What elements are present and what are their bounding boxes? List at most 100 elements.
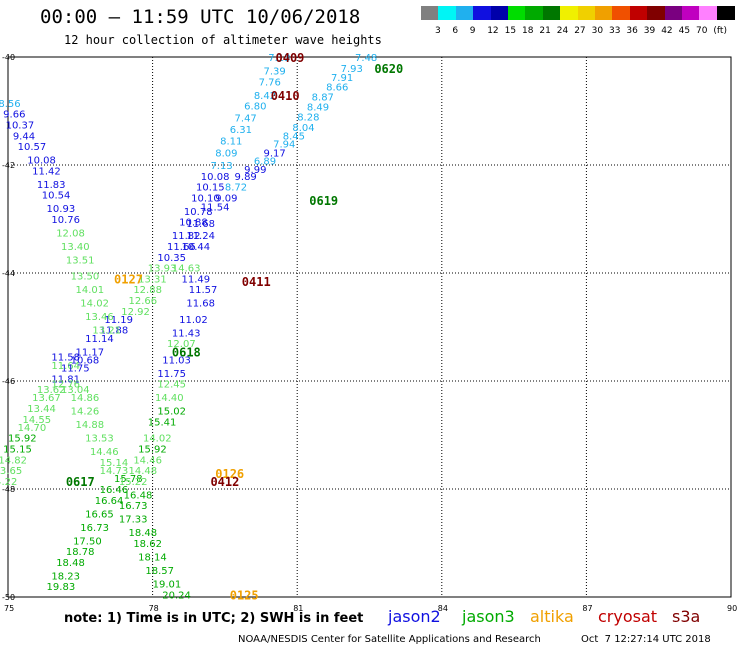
observation-value: 12.08 xyxy=(56,229,85,240)
observation-value: 6.80 xyxy=(244,102,266,113)
map-frame xyxy=(7,56,732,598)
observation-value: 10.54 xyxy=(42,191,71,202)
legend-swatch xyxy=(595,6,613,20)
observation-value: 9.99 xyxy=(244,165,266,176)
credit-text: NOAA/NESDIS Center for Satellite Applica… xyxy=(238,634,541,645)
observation-value: 14.82 xyxy=(0,455,27,466)
observation-value: 7.47 xyxy=(235,113,257,124)
observation-value: 12.45 xyxy=(157,380,186,391)
observation-value: 11.17 xyxy=(75,347,104,358)
observation-value: 11.88 xyxy=(100,326,129,337)
observation-value: 9.17 xyxy=(263,149,285,160)
observation-value: 19.83 xyxy=(47,582,76,593)
observation-value: 18.57 xyxy=(145,566,174,577)
observation-value: 13.44 xyxy=(27,404,56,415)
legend-label: 12 xyxy=(487,26,499,36)
legend-label: 15 xyxy=(504,26,517,36)
observation-value: 13.46 xyxy=(85,312,114,323)
x-tick-label: 81 xyxy=(293,604,303,613)
legend-label: 6 xyxy=(452,26,459,36)
observation-value: 18.78 xyxy=(66,547,95,558)
pass-time-label: 0411 xyxy=(242,275,271,289)
observation-value: 11.42 xyxy=(32,166,61,177)
observation-value: 8.87 xyxy=(312,92,334,103)
observation-value: 17.50 xyxy=(73,536,102,547)
legend-label: 9 xyxy=(469,26,476,36)
legend-label: 24 xyxy=(556,26,569,36)
observation-value: 12.66 xyxy=(129,296,158,307)
satellite-name: altika xyxy=(530,607,574,626)
observation-value: 15.22 xyxy=(119,477,148,488)
legend-label: 18 xyxy=(522,26,534,36)
y-tick-label: -42 xyxy=(2,161,15,170)
pass-time-label: 0617 xyxy=(66,475,95,489)
observation-value: 8.49 xyxy=(307,103,329,114)
legend-label: 39 xyxy=(643,26,656,36)
observation-value: 11.66 xyxy=(167,242,196,253)
x-tick-label: 75 xyxy=(4,604,14,613)
observation-value: 10.78 xyxy=(184,207,213,218)
observation-value: 14.46 xyxy=(90,447,119,458)
y-tick-label: -44 xyxy=(2,269,15,278)
legend-label: 70 xyxy=(696,26,708,36)
observation-value: 14.22 xyxy=(0,477,17,488)
observation-value: 10.15 xyxy=(196,183,225,194)
legend-label: 36 xyxy=(626,26,638,36)
observation-value: 8.72 xyxy=(225,183,247,194)
legend-swatch xyxy=(699,6,718,20)
observation-value: 13.62 xyxy=(37,385,66,396)
observation-value: 11.81 xyxy=(51,374,80,385)
observation-value: 16.73 xyxy=(80,523,109,534)
pass-time-label: 0125 xyxy=(230,588,259,602)
legend-swatch xyxy=(508,6,526,20)
pass-time-label: 0410 xyxy=(271,89,300,103)
observation-value: 10.08 xyxy=(201,172,230,183)
observation-value: 10.35 xyxy=(157,253,186,264)
y-tick-label: -50 xyxy=(2,593,15,602)
legend-swatch xyxy=(455,6,474,20)
legend-label: (ft) xyxy=(713,26,727,36)
x-tick-label: 84 xyxy=(438,604,448,613)
observation-value: 16.73 xyxy=(119,501,148,512)
y-tick-label: -46 xyxy=(2,377,15,386)
legend-label: 21 xyxy=(539,26,551,36)
observation-value: 8.42 xyxy=(254,91,276,102)
observation-value: 15.14 xyxy=(100,458,129,469)
legend-label: 33 xyxy=(609,26,621,36)
observation-value: 11.68 xyxy=(186,299,215,310)
observation-value: 15.41 xyxy=(148,418,177,429)
observation-value: 14.55 xyxy=(22,415,51,426)
observation-value: 11.24 xyxy=(186,231,215,242)
observation-value: 11.03 xyxy=(162,355,191,366)
legend-swatch xyxy=(473,6,492,20)
observation-value: 12.07 xyxy=(167,339,196,350)
observation-value: 7.13 xyxy=(210,161,232,172)
observation-value: 9.09 xyxy=(215,193,237,204)
observation-value: 12.88 xyxy=(133,285,162,296)
observation-value: 15.15 xyxy=(3,445,32,456)
observation-value: 11.75 xyxy=(157,369,186,380)
observation-value: 11.19 xyxy=(104,315,133,326)
observation-value: 14.70 xyxy=(18,423,47,434)
observation-value: 17.33 xyxy=(119,515,148,526)
observation-value: 7.94 xyxy=(273,139,295,150)
observation-value: 16.46 xyxy=(100,485,129,496)
observation-value: 13.51 xyxy=(66,256,95,267)
observation-value: 13.93 xyxy=(148,264,177,275)
observation-value: 8.04 xyxy=(292,123,314,134)
observation-value: 13.31 xyxy=(138,274,167,285)
observation-value: 12.76 xyxy=(51,380,80,391)
observation-value: 18.62 xyxy=(133,539,162,550)
observation-value: 8.66 xyxy=(326,83,348,94)
x-tick-label: 90 xyxy=(727,604,737,613)
satellite-name: jason2 xyxy=(388,607,441,626)
pass-time-label: 0620 xyxy=(374,62,403,76)
legend-swatch xyxy=(664,6,683,20)
observation-value: 14.02 xyxy=(143,434,172,445)
observation-value: 16.64 xyxy=(95,496,124,507)
legend-swatch xyxy=(716,6,735,20)
pass-time-label: 0619 xyxy=(309,194,338,208)
observation-value: 8.28 xyxy=(297,112,319,123)
observation-value: 8.11 xyxy=(220,137,242,148)
